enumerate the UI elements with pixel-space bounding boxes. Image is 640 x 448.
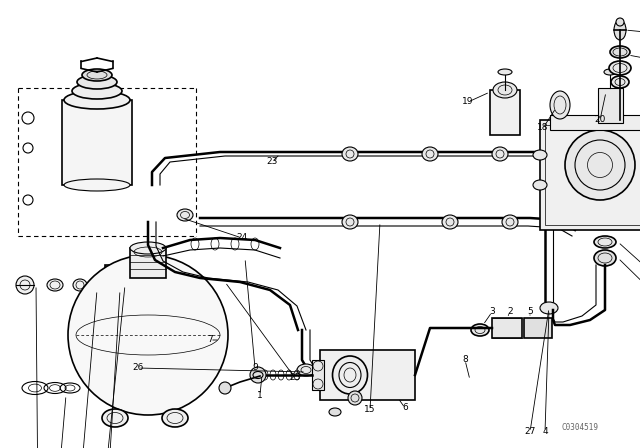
Text: 9: 9 (252, 363, 258, 372)
Bar (598, 88, 623, 123)
Ellipse shape (98, 270, 112, 280)
Bar (320, 350, 415, 400)
Ellipse shape (329, 408, 341, 416)
Text: 26: 26 (132, 363, 144, 372)
Text: 23: 23 (266, 158, 278, 167)
Ellipse shape (614, 20, 626, 40)
Text: 6: 6 (402, 404, 408, 413)
Text: 24: 24 (236, 233, 248, 242)
Text: C0304519: C0304519 (561, 423, 598, 432)
Ellipse shape (177, 209, 193, 221)
Ellipse shape (64, 91, 130, 109)
Ellipse shape (422, 147, 438, 161)
Circle shape (348, 391, 362, 405)
Bar (62, 100, 132, 185)
Text: 25: 25 (289, 374, 301, 383)
Ellipse shape (98, 290, 112, 300)
Text: 5: 5 (527, 307, 533, 316)
Bar (550, 115, 640, 130)
Ellipse shape (533, 150, 547, 160)
Ellipse shape (493, 82, 517, 98)
Ellipse shape (82, 69, 112, 81)
Ellipse shape (609, 61, 631, 75)
Ellipse shape (73, 279, 87, 291)
Ellipse shape (498, 69, 512, 75)
Ellipse shape (102, 409, 128, 427)
Ellipse shape (162, 409, 188, 427)
Bar (524, 318, 552, 338)
Circle shape (219, 382, 231, 394)
Bar (312, 360, 324, 390)
Circle shape (616, 18, 624, 26)
Ellipse shape (342, 215, 358, 229)
Ellipse shape (72, 83, 122, 99)
Circle shape (16, 276, 34, 294)
Circle shape (250, 367, 266, 383)
Ellipse shape (130, 242, 166, 254)
Text: 3: 3 (489, 307, 495, 316)
Ellipse shape (492, 147, 508, 161)
Ellipse shape (611, 76, 629, 88)
Text: 19: 19 (462, 98, 474, 107)
Bar (545, 125, 640, 225)
Ellipse shape (333, 356, 367, 394)
Ellipse shape (604, 69, 616, 75)
Bar (105, 265, 170, 310)
Text: 7: 7 (207, 336, 213, 345)
Ellipse shape (442, 215, 458, 229)
Ellipse shape (471, 324, 489, 336)
Ellipse shape (77, 75, 117, 89)
Bar (490, 90, 520, 135)
Circle shape (68, 255, 228, 415)
Ellipse shape (47, 279, 63, 291)
Bar (110, 270, 165, 305)
Ellipse shape (297, 364, 315, 376)
Text: 2: 2 (507, 307, 513, 316)
Text: 4: 4 (542, 427, 548, 436)
Ellipse shape (550, 91, 570, 119)
Ellipse shape (64, 179, 130, 191)
Text: 18: 18 (537, 124, 548, 133)
Ellipse shape (540, 302, 558, 314)
Bar (130, 248, 166, 278)
Ellipse shape (594, 236, 616, 248)
Text: 8: 8 (462, 356, 468, 365)
Ellipse shape (565, 130, 635, 200)
Text: 1: 1 (257, 391, 263, 400)
Bar (492, 318, 522, 338)
Ellipse shape (594, 250, 616, 266)
Ellipse shape (342, 147, 358, 161)
Ellipse shape (533, 180, 547, 190)
Ellipse shape (502, 215, 518, 229)
Text: 20: 20 (595, 116, 605, 125)
Text: 15: 15 (364, 405, 376, 414)
Text: 27: 27 (524, 427, 536, 436)
Ellipse shape (610, 46, 630, 58)
Bar (540, 120, 640, 230)
